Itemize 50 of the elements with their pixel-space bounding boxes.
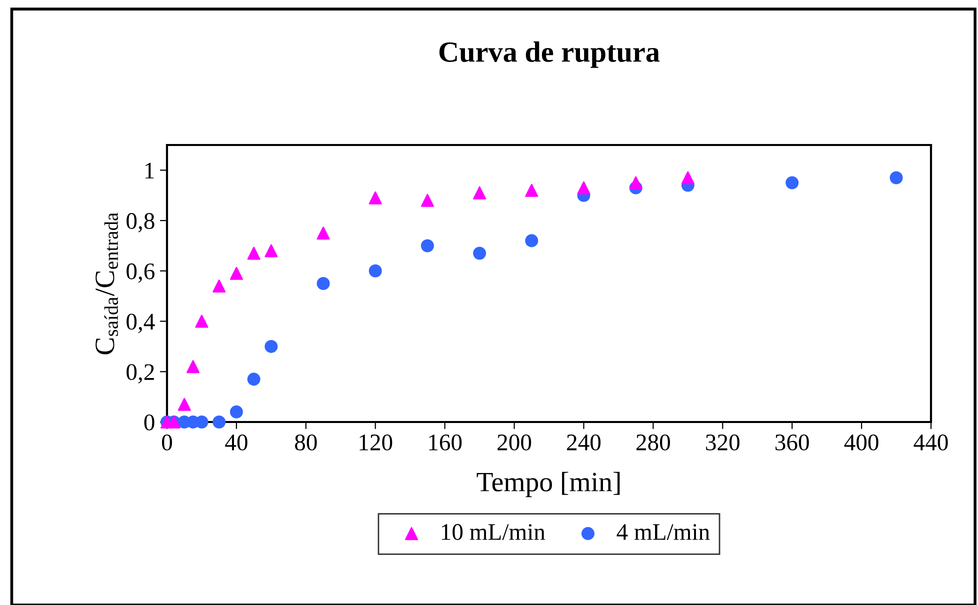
point: [247, 372, 260, 386]
point: [230, 405, 243, 418]
point: [681, 171, 694, 184]
point: [230, 266, 243, 280]
x-tick-label: 240: [567, 434, 601, 450]
y-tick-label: 0: [144, 414, 154, 430]
legend-label: 10 mL/min: [442, 524, 546, 540]
point: [195, 415, 208, 429]
y-tick-label: 0,6: [126, 263, 154, 283]
y-tick-label: 0,8: [126, 213, 154, 232]
chart-title: Curva de ruptura: [439, 41, 660, 68]
point: [212, 415, 226, 429]
x-tick-label: 440: [914, 434, 948, 450]
point: [368, 191, 382, 204]
point: [629, 176, 642, 190]
point: [786, 176, 799, 190]
x-axis-title: Tempo [min]: [476, 472, 620, 498]
point: [473, 186, 486, 200]
point: [525, 234, 538, 248]
point: [195, 314, 208, 328]
y-tick-label: 0,2: [126, 364, 154, 384]
point: [264, 340, 278, 353]
x-tick-label: 160: [429, 434, 462, 450]
y-tick-label: 0,4: [126, 314, 155, 334]
x-tick-label: 80: [295, 434, 317, 450]
point: [316, 226, 330, 240]
point: [420, 194, 434, 207]
point: [525, 184, 538, 197]
x-tick-label: 360: [776, 434, 809, 450]
x-tick-label: 120: [360, 434, 392, 450]
legend-label: 4 mL/min: [616, 524, 710, 540]
point: [247, 246, 260, 260]
point: [212, 280, 226, 293]
point: [473, 246, 486, 260]
x-tick-label: 200: [498, 434, 532, 450]
point: [316, 276, 330, 290]
point: [577, 181, 590, 194]
point: [186, 360, 200, 374]
point: [420, 239, 434, 252]
point: [178, 398, 191, 411]
point: [368, 264, 382, 278]
x-tick-label: 40: [225, 434, 248, 450]
point: [890, 171, 903, 184]
y-axis-title: C$_{saída}$/C$_{entrada}$: [96, 212, 118, 354]
x-tick-label: 0: [162, 434, 172, 450]
x-tick-label: 320: [706, 434, 740, 450]
x-tick-label: 280: [636, 434, 670, 450]
y-tick-label: 1: [145, 162, 154, 178]
point: [264, 244, 278, 258]
x-tick-label: 400: [844, 434, 878, 450]
